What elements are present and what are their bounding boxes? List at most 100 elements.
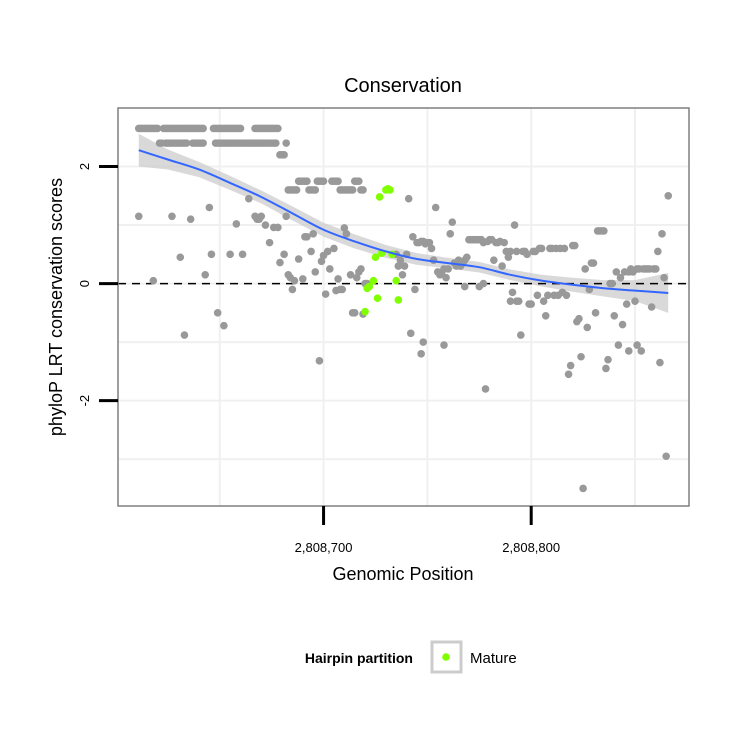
mature-point: [394, 296, 403, 304]
gray-point: [298, 275, 307, 283]
gray-point: [199, 124, 207, 133]
gray-point: [583, 323, 592, 332]
gray-point: [307, 247, 315, 256]
gray-point: [315, 357, 324, 365]
gray-point: [280, 250, 288, 259]
gray-point: [338, 285, 347, 294]
gray-point: [431, 203, 440, 212]
gray-point: [562, 291, 571, 300]
y-tick-label: 2: [77, 163, 92, 170]
gray-point: [352, 273, 361, 282]
gray-point: [564, 370, 573, 379]
gray-point: [656, 358, 664, 367]
gray-point: [207, 250, 216, 259]
gray-point: [134, 212, 143, 221]
gray-point: [319, 177, 328, 185]
gray-point: [394, 262, 403, 270]
gray-point: [245, 194, 253, 203]
gray-point: [490, 256, 498, 264]
gray-point: [303, 232, 311, 241]
y-tick-label: -2: [77, 395, 92, 407]
gray-point: [508, 288, 517, 297]
gray-point: [236, 124, 245, 133]
confidence-band: [138, 133, 669, 313]
gray-point: [589, 259, 598, 267]
x-tick-label: 2,808,800: [502, 540, 560, 555]
gray-point: [257, 212, 266, 221]
gray-point: [662, 452, 670, 461]
gray-point: [581, 265, 589, 273]
gray-point: [591, 309, 600, 317]
gray-point: [510, 221, 519, 229]
gray-point: [440, 341, 448, 349]
y-axis-label: phyloP LRT conservation scores: [46, 178, 66, 436]
gray-point: [446, 230, 455, 238]
gridlines: [118, 108, 689, 506]
y-tick-label: 0: [77, 280, 92, 287]
gray-point: [290, 276, 299, 285]
gray-point: [176, 253, 185, 262]
gray-point: [288, 285, 297, 294]
gray-point: [622, 300, 631, 308]
mature-point: [373, 294, 382, 303]
gray-point: [442, 273, 450, 282]
gray-point: [168, 212, 176, 221]
gray-point: [660, 273, 668, 282]
gray-point: [294, 255, 303, 263]
x-axis-label: Genomic Position: [332, 564, 473, 584]
gray-point: [419, 338, 428, 346]
gray-point: [647, 303, 656, 311]
gray-point: [400, 262, 409, 270]
plot-panel: [117, 107, 690, 507]
gray-point: [533, 291, 542, 300]
gray-point: [398, 271, 407, 279]
gray-point: [577, 352, 585, 361]
gray-point: [425, 238, 434, 247]
gray-point: [539, 297, 548, 305]
gray-point: [359, 186, 367, 194]
x-tick-label: 2,808,700: [295, 540, 353, 555]
gray-point: [149, 276, 158, 285]
gray-point: [498, 262, 506, 270]
gray-point: [517, 331, 525, 339]
gray-point: [276, 258, 284, 267]
mature-point: [361, 307, 369, 316]
gray-point: [153, 124, 162, 133]
gray-point: [325, 265, 334, 273]
x-axis: 2,808,700 2,808,800: [295, 506, 560, 555]
gray-point: [232, 220, 241, 228]
gray-point: [220, 321, 228, 330]
gray-point: [417, 350, 425, 358]
gray-point: [282, 139, 290, 147]
gray-point: [604, 355, 612, 364]
gray-point: [323, 247, 332, 256]
gray-point: [537, 244, 546, 253]
gray-point: [411, 285, 419, 294]
gray-point: [186, 215, 195, 224]
gray-point: [610, 311, 619, 320]
gray-point: [614, 341, 623, 349]
gray-point: [664, 191, 673, 200]
gray-point: [608, 279, 616, 288]
legend-key-mature-point: [442, 653, 450, 661]
gray-point: [612, 268, 621, 276]
gray-point: [512, 247, 521, 256]
gray-point: [575, 314, 583, 323]
gray-point: [566, 361, 575, 370]
gray-point: [346, 271, 355, 279]
gray-point: [330, 244, 338, 253]
mature-point: [365, 282, 374, 291]
mature-point: [375, 193, 384, 201]
gray-point: [309, 230, 317, 238]
gray-point: [272, 139, 280, 147]
gray-point: [334, 275, 342, 283]
gray-point: [479, 279, 488, 288]
gray-point: [654, 247, 662, 256]
gray-point: [355, 177, 363, 185]
smooth-trend-line: [138, 149, 669, 294]
gray-point: [602, 364, 610, 373]
gray-point: [624, 347, 633, 355]
gray-point: [199, 139, 207, 147]
gray-point: [340, 224, 349, 232]
